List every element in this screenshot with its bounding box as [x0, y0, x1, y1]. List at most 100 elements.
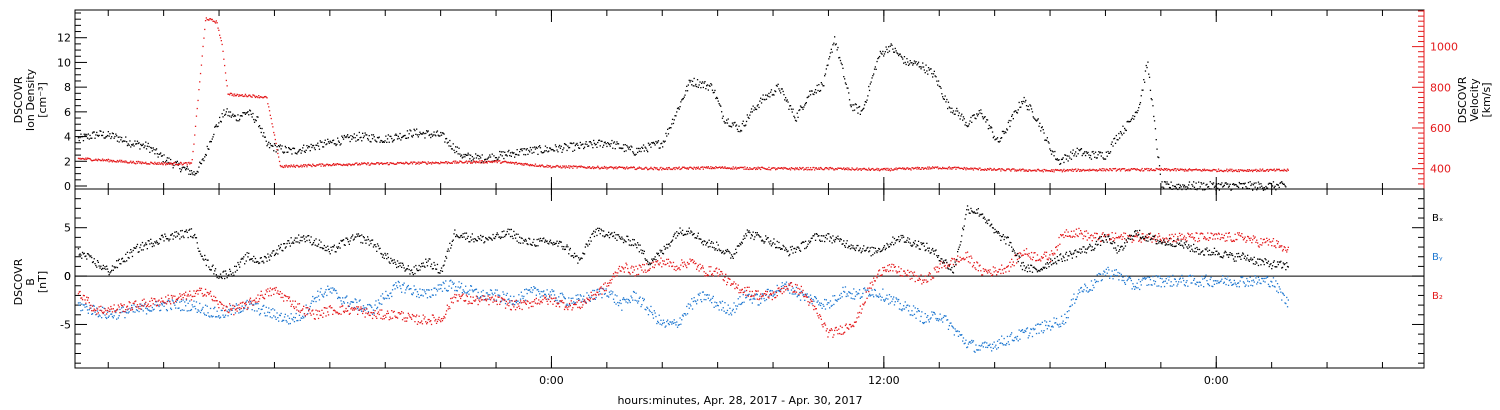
- data-point: [154, 161, 156, 163]
- data-point: [962, 168, 964, 170]
- data-point: [874, 66, 876, 68]
- data-point: [467, 290, 469, 293]
- data-point: [228, 111, 230, 113]
- data-point: [165, 309, 168, 311]
- data-point: [148, 305, 150, 308]
- data-point: [542, 291, 544, 293]
- data-point: [381, 303, 383, 305]
- data-point: [760, 168, 762, 171]
- data-point: [1153, 283, 1156, 285]
- data-point: [1049, 170, 1051, 172]
- data-point: [124, 140, 126, 142]
- data-point: [1119, 275, 1122, 277]
- data-point: [858, 168, 861, 170]
- data-point: [495, 299, 498, 301]
- data-point: [308, 309, 310, 311]
- data-point: [1224, 170, 1226, 172]
- data-point: [283, 152, 285, 154]
- data-point: [949, 168, 951, 170]
- data-point: [908, 305, 911, 307]
- data-point: [1009, 335, 1011, 337]
- data-point: [444, 287, 446, 290]
- data-point: [1055, 169, 1058, 171]
- data-point: [696, 166, 698, 169]
- data-point: [429, 162, 431, 164]
- data-point: [324, 307, 326, 309]
- data-point: [549, 296, 551, 298]
- data-point: [88, 157, 90, 160]
- y-axis-title-line: DSCOVR: [12, 258, 25, 305]
- data-point: [87, 297, 89, 299]
- data-point: [286, 321, 288, 323]
- data-point: [640, 167, 642, 169]
- data-point: [219, 301, 222, 303]
- data-point: [794, 293, 797, 295]
- data-point: [802, 166, 804, 169]
- data-point: [161, 300, 163, 302]
- data-point: [450, 162, 453, 164]
- data-point: [364, 162, 366, 164]
- data-point: [81, 299, 84, 301]
- data-point: [440, 134, 443, 136]
- data-point: [640, 150, 642, 153]
- data-point: [1085, 169, 1088, 172]
- data-point: [642, 168, 644, 170]
- data-point: [420, 162, 422, 164]
- data-point: [667, 168, 669, 171]
- data-point: [195, 172, 198, 175]
- data-point: [946, 98, 948, 101]
- data-point: [562, 294, 564, 296]
- data-point: [974, 117, 976, 119]
- data-point: [397, 135, 399, 138]
- data-point: [1005, 132, 1007, 134]
- data-point: [970, 167, 972, 169]
- data-point: [734, 311, 736, 314]
- data-point: [347, 305, 350, 307]
- data-point: [414, 161, 416, 163]
- data-point: [952, 110, 955, 112]
- data-point: [194, 308, 197, 310]
- data-point: [1135, 111, 1137, 113]
- data-point: [433, 162, 435, 164]
- data-point: [459, 153, 461, 155]
- data-point: [416, 291, 419, 293]
- data-point: [1195, 283, 1197, 286]
- data-point: [1283, 294, 1285, 296]
- data-point: [485, 292, 488, 294]
- data-point: [385, 135, 387, 137]
- data-point: [690, 305, 692, 307]
- data-point: [922, 66, 925, 68]
- data-point: [686, 167, 689, 169]
- data-point: [111, 136, 113, 138]
- data-point: [816, 301, 818, 303]
- data-point: [1200, 170, 1202, 172]
- data-point: [262, 296, 264, 298]
- data-point: [305, 164, 307, 166]
- data-point: [1282, 170, 1284, 172]
- data-point: [387, 312, 389, 314]
- data-point: [471, 289, 473, 291]
- data-point: [194, 174, 196, 176]
- data-point: [83, 158, 85, 160]
- data-point: [885, 297, 887, 300]
- data-point: [1207, 186, 1210, 188]
- data-point: [1143, 170, 1145, 172]
- data-point: [518, 154, 520, 156]
- data-point: [877, 57, 879, 60]
- data-point: [667, 322, 670, 325]
- data-point: [994, 139, 996, 141]
- data-point: [1243, 169, 1245, 171]
- data-point: [140, 303, 142, 305]
- data-point: [338, 141, 340, 143]
- data-point: [761, 293, 763, 295]
- data-point: [172, 295, 174, 297]
- data-point: [677, 107, 680, 109]
- data-point: [846, 167, 848, 169]
- data-point: [1046, 137, 1048, 139]
- data-point: [1096, 170, 1098, 172]
- data-point: [230, 92, 232, 95]
- data-point: [496, 159, 498, 161]
- data-point: [1101, 152, 1103, 154]
- data-point: [162, 164, 164, 166]
- data-point: [391, 137, 393, 140]
